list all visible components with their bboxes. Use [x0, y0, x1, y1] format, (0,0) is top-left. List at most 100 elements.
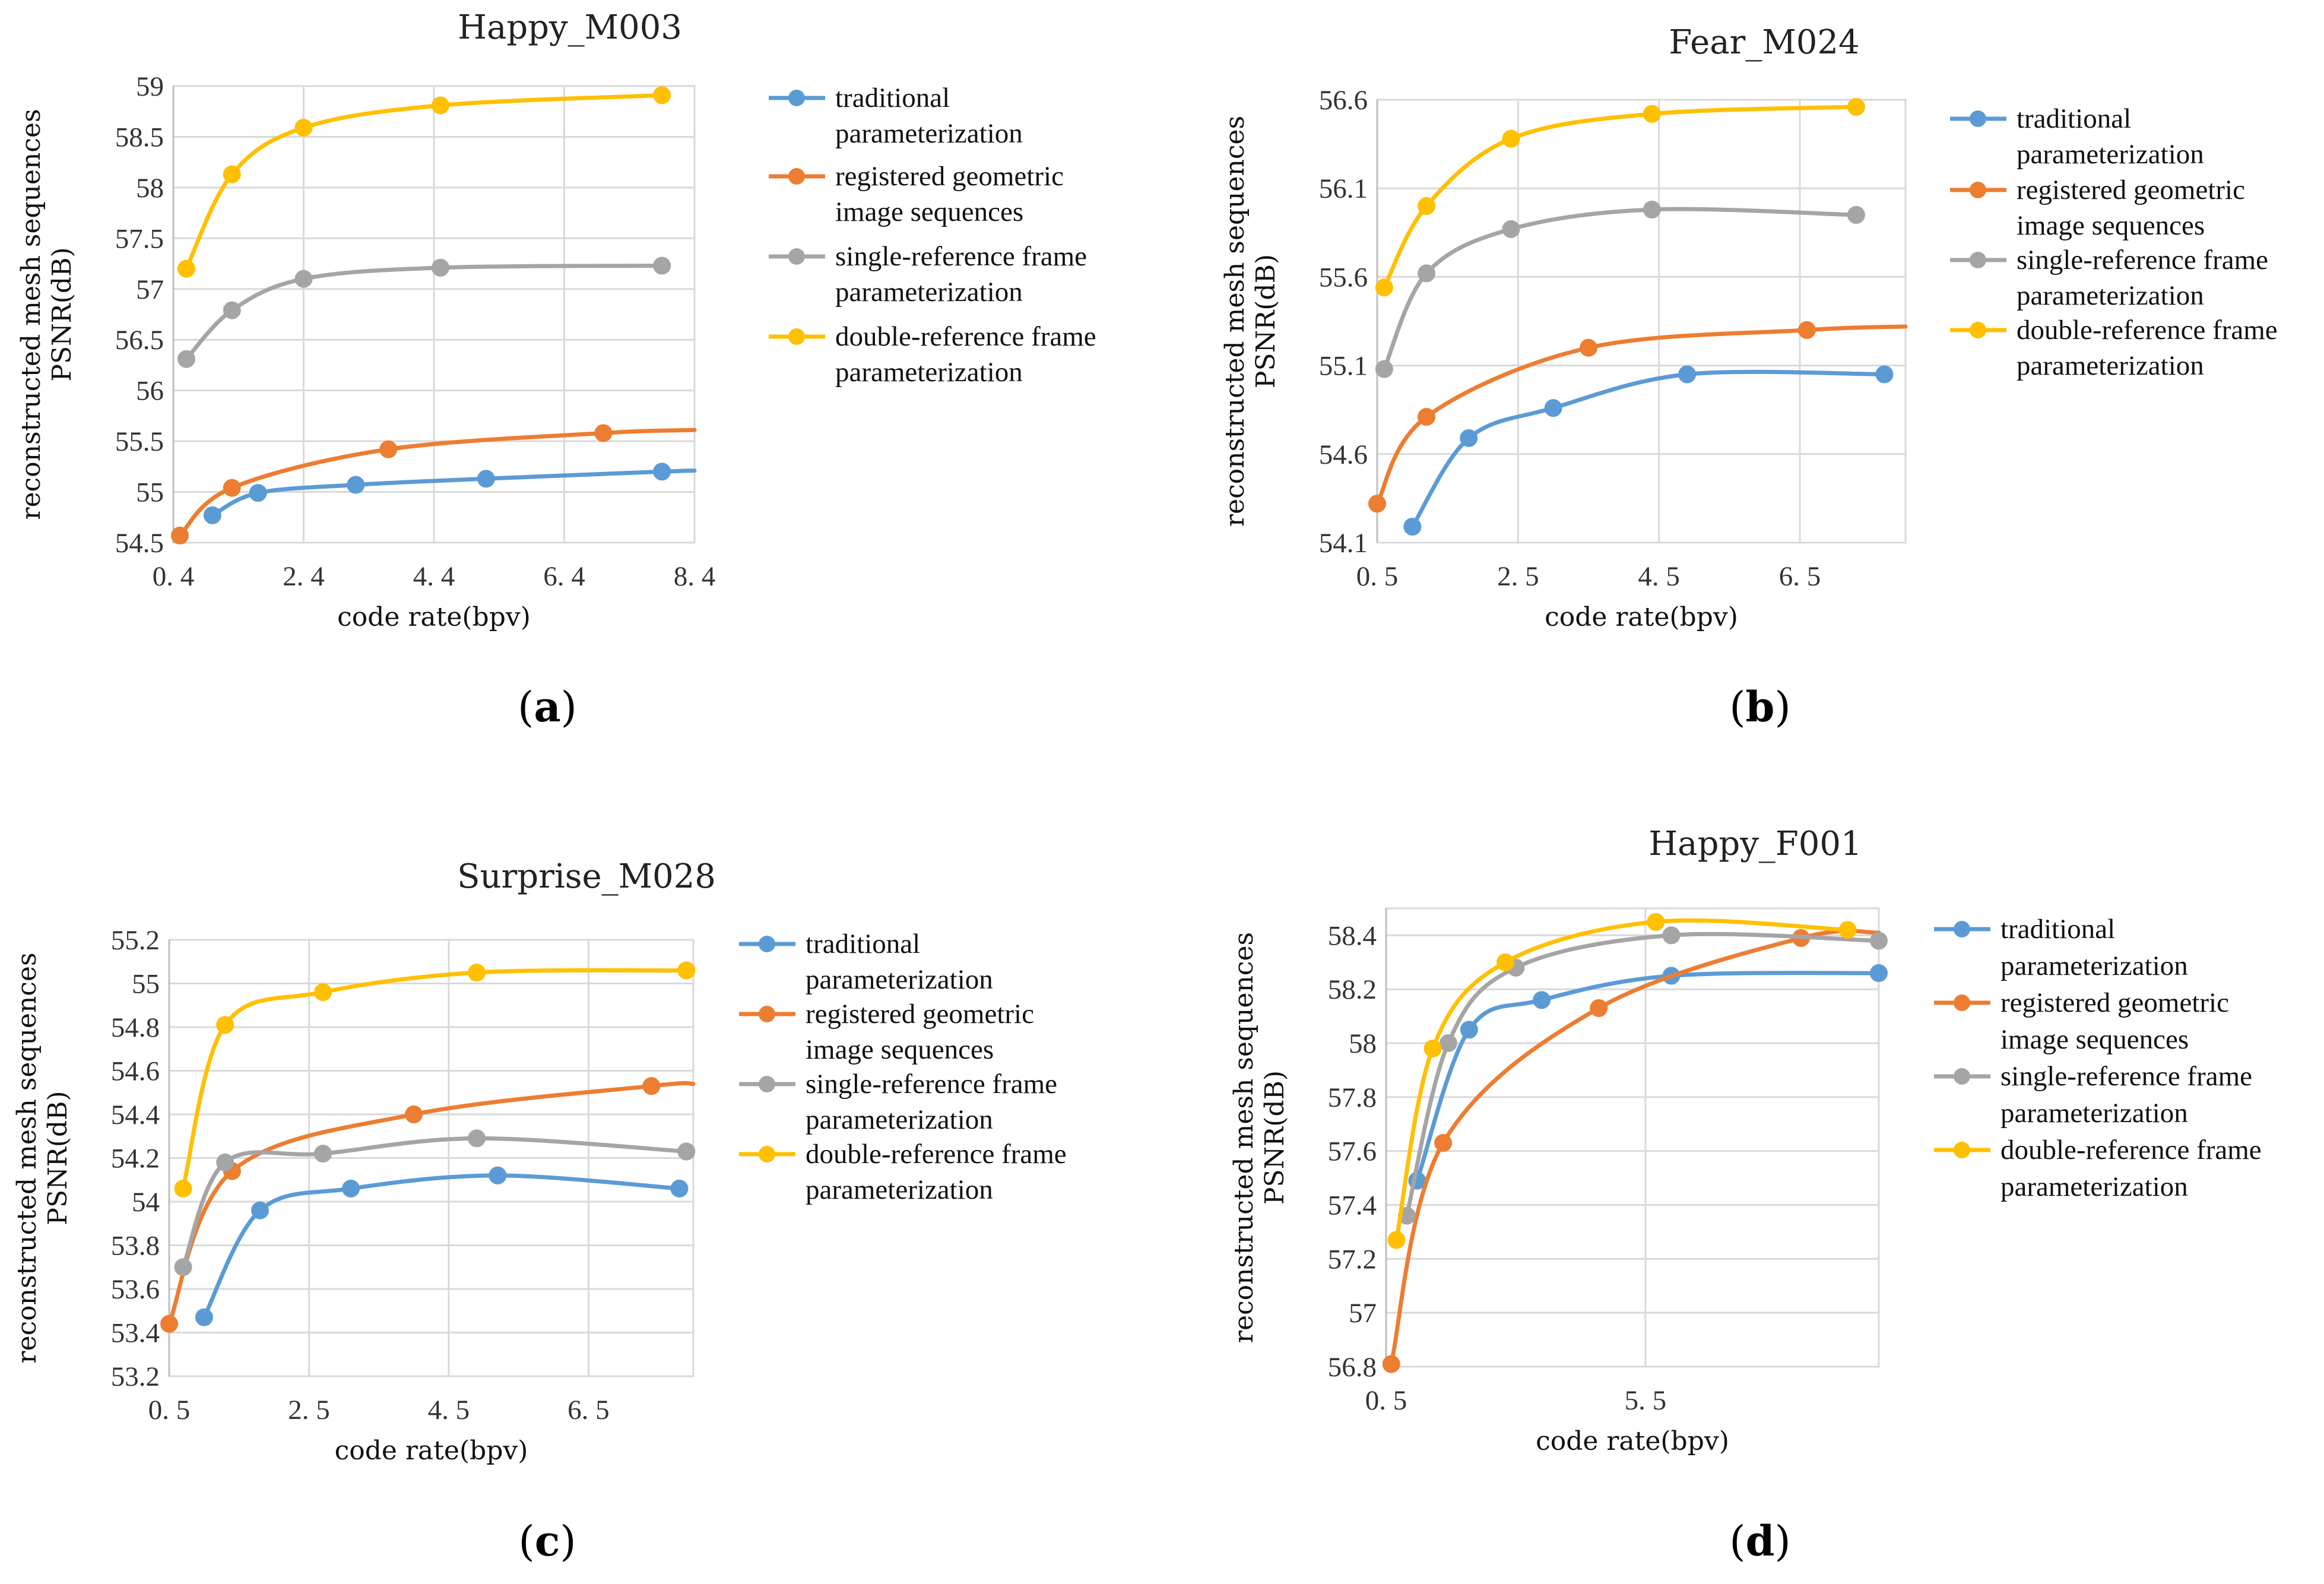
y-axis-label: reconstructed mesh sequencesPSNR(dB)	[16, 109, 77, 519]
x-tick-label: 0. 5	[1356, 561, 1399, 592]
series-line-double	[1382, 104, 1859, 290]
data-point-double	[1502, 129, 1520, 148]
panel-label-paren: )	[1774, 683, 1790, 731]
y-tick-label: 53.8	[111, 1231, 160, 1262]
data-point-registered	[1580, 338, 1597, 357]
y-tick-label: 55	[136, 477, 164, 508]
x-tick-label: 8. 4	[674, 561, 716, 592]
data-point-double	[216, 1016, 234, 1034]
legend-entry-traditional: traditional parameterization	[2000, 914, 2188, 981]
x-tick-label: 6. 5	[567, 1395, 610, 1425]
legend-text-line: image sequences	[2017, 210, 2205, 241]
legend-text-line: single-reference frame	[835, 241, 1087, 272]
data-point-double	[1418, 197, 1436, 216]
legend-marker-registered	[788, 168, 805, 185]
legend-text-line: parameterization	[835, 118, 1023, 149]
panel-label-paren: (	[518, 683, 534, 731]
legend-text-line: double-reference frame	[2000, 1135, 2262, 1165]
data-point-registered	[170, 527, 189, 545]
data-point-single	[653, 256, 671, 275]
legend-marker-double	[788, 328, 805, 345]
legend-marker-single	[788, 248, 805, 265]
y-axis-label-line: PSNR(dB)	[47, 247, 77, 381]
chart-title: Happy_F001	[1648, 825, 1862, 863]
chart-title: Fear_M024	[1669, 23, 1859, 62]
data-point-single	[1870, 932, 1888, 950]
data-point-registered	[1797, 321, 1816, 339]
data-point-double	[1387, 1231, 1406, 1249]
legend-text-line: double-reference frame	[835, 321, 1096, 352]
y-tick-label: 57.4	[1328, 1190, 1377, 1221]
legend-text-line: parameterization	[2000, 951, 2188, 981]
legend-text-line: parameterization	[835, 357, 1023, 388]
x-axis-label: code rate(bpv)	[1536, 1426, 1729, 1456]
data-point-registered	[594, 424, 613, 442]
x-tick-label: 6. 4	[543, 561, 585, 592]
legend-marker-single	[1954, 1068, 1970, 1085]
panel-label-letter: b	[1746, 682, 1775, 731]
y-tick-label: 59	[136, 71, 164, 102]
legend-text-line: double-reference frame	[2017, 315, 2278, 346]
data-point-double	[1838, 921, 1857, 939]
series-line-single	[1404, 932, 1881, 1218]
series-line-traditional	[1415, 971, 1881, 1183]
chart-title: Happy_M003	[458, 8, 682, 47]
y-tick-label: 57.8	[1328, 1082, 1377, 1113]
data-point-registered	[1382, 1355, 1400, 1373]
series-line-traditional	[210, 468, 697, 518]
data-point-traditional	[195, 1308, 213, 1326]
x-tick-label: 4. 5	[428, 1395, 470, 1425]
legend-text-line: parameterization	[2000, 1098, 2188, 1129]
series-line-registered	[1375, 324, 1908, 506]
data-point-double	[431, 96, 449, 115]
x-axis-label: code rate(bpv)	[1545, 602, 1738, 632]
y-axis-label: reconstructed mesh sequencesPSNR(dB)	[1220, 116, 1281, 527]
data-point-traditional	[489, 1166, 507, 1184]
legend-marker-traditional	[1954, 921, 1970, 937]
panel-label-paren: )	[1774, 1517, 1790, 1566]
data-point-traditional	[1460, 1021, 1478, 1039]
data-point-registered	[379, 440, 398, 458]
legend-text-line: parameterization	[2000, 1171, 2188, 1202]
legend-text-line: image sequences	[835, 197, 1023, 227]
legend-text-line: parameterization	[835, 277, 1023, 308]
data-point-registered	[642, 1077, 661, 1095]
y-axis-label-line: PSNR(dB)	[43, 1091, 73, 1225]
y-tick-label: 57.6	[1328, 1136, 1377, 1167]
legend-entry-traditional: traditional parameterization	[806, 929, 993, 995]
legend-text-line: registered geometric	[2017, 175, 2245, 205]
plot-area-border	[1376, 99, 1907, 544]
data-point-single	[1439, 1034, 1457, 1053]
legend-text-line: parameterization	[806, 1104, 993, 1135]
legend-entry-registered: registered geometric image sequences	[2017, 175, 2245, 241]
data-point-traditional	[653, 462, 671, 481]
y-tick-label: 55.5	[115, 426, 164, 457]
x-tick-label: 4. 5	[1638, 561, 1680, 592]
y-tick-label: 58.4	[1328, 920, 1377, 951]
legend-entry-double: double-reference frame parameterization	[806, 1139, 1067, 1205]
data-point-traditional	[251, 1201, 270, 1219]
panel-label-paren: (	[1729, 683, 1745, 731]
data-point-registered	[160, 1314, 178, 1333]
data-point-single	[431, 258, 449, 277]
legend-marker-traditional	[788, 90, 805, 106]
y-tick-label: 53.2	[111, 1361, 160, 1392]
y-tick-label: 58	[1349, 1028, 1377, 1059]
panel-label-paren: )	[560, 1517, 576, 1566]
data-point-single	[174, 1258, 192, 1276]
legend-text-line: traditional	[2000, 914, 2115, 945]
panel-label: (b)	[1729, 682, 1791, 731]
y-tick-label: 55	[132, 969, 160, 1000]
data-point-traditional	[203, 506, 221, 524]
data-point-double	[294, 119, 313, 137]
y-tick-label: 54.2	[111, 1143, 160, 1174]
data-point-traditional	[249, 484, 267, 502]
data-point-traditional	[1533, 991, 1551, 1009]
data-point-traditional	[1403, 518, 1422, 536]
y-axis-label-line: PSNR(dB)	[1260, 1070, 1290, 1205]
legend-entry-single: single-reference frame parameterization	[835, 241, 1087, 308]
x-tick-label: 2. 5	[288, 1395, 330, 1425]
panel-label-letter: d	[1746, 1516, 1775, 1566]
legend-marker-double	[1954, 1142, 1970, 1158]
